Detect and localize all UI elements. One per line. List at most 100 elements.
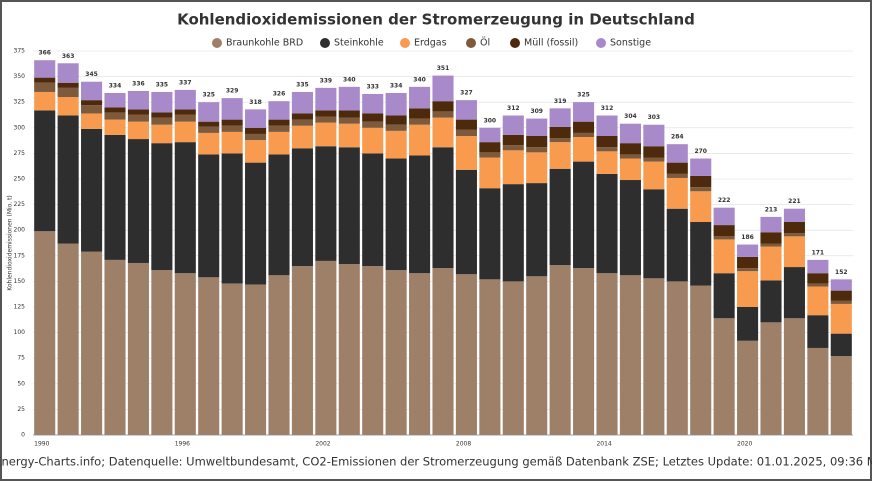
bar-segment [409, 124, 431, 156]
bar-segment [151, 143, 173, 271]
bar-segment [221, 283, 243, 435]
bar-segment [737, 256, 759, 269]
bar-segment [174, 273, 196, 435]
chart-title: Kohlendioxidemissionen der Stromerzeugun… [177, 11, 695, 29]
legend-label: Öl [480, 38, 490, 49]
bar-segment [760, 246, 782, 281]
legend-label: Erdgas [414, 38, 447, 49]
legend-swatch [596, 38, 606, 48]
bar-segment [596, 273, 618, 435]
bar-segment [596, 115, 618, 136]
bar-segment [198, 154, 220, 278]
bar-segment [666, 208, 688, 282]
bar-segment [807, 315, 829, 348]
total-label: 304 [624, 113, 637, 120]
bar-segment [713, 273, 735, 319]
bar-segment [573, 137, 595, 162]
bar-segment [737, 268, 759, 272]
bar-segment [807, 259, 829, 274]
bar-segment [666, 144, 688, 163]
bar-segment [479, 157, 501, 189]
legend-label: Steinkohle [334, 38, 384, 49]
bar-segment [830, 279, 852, 291]
legend-swatch [212, 38, 222, 48]
total-label: 300 [484, 117, 497, 124]
total-label: 221 [788, 198, 801, 205]
bar-segment [268, 154, 290, 276]
bar-segment [315, 122, 337, 147]
legend-swatch [466, 38, 476, 48]
bar-segment [783, 233, 805, 237]
bar-segment [643, 157, 665, 162]
bar-segment [455, 169, 477, 275]
y-tick-label: 250 [14, 176, 26, 183]
bar-segment [268, 275, 290, 435]
bar-segment [783, 208, 805, 223]
bar-segment [830, 303, 852, 334]
bar-segment [643, 278, 665, 435]
total-label: 351 [437, 65, 450, 72]
bar-segment [455, 129, 477, 136]
bar-segment [57, 97, 79, 116]
bar-segment [713, 318, 735, 435]
total-label: 335 [296, 81, 309, 88]
bar-segment [409, 86, 431, 109]
bar-segment [690, 285, 712, 435]
bar-segment [385, 124, 407, 131]
bar-segment [34, 60, 56, 78]
y-tick-label: 275 [14, 150, 26, 157]
legend-swatch [320, 38, 330, 48]
bar-segment [151, 112, 173, 118]
total-label: 171 [812, 249, 825, 256]
total-label: 366 [38, 50, 51, 57]
bar-segment [81, 113, 103, 129]
bar-segment [526, 118, 548, 136]
total-label: 335 [156, 81, 169, 88]
bar-segment [127, 139, 149, 263]
y-tick-label: 225 [14, 201, 26, 208]
bar-segment [479, 142, 501, 153]
bar-segment [455, 100, 477, 120]
total-label: 270 [694, 148, 707, 155]
bar-segment [713, 207, 735, 226]
bar-segment [573, 161, 595, 269]
bar-segment [57, 63, 79, 83]
legend-label: Sonstige [610, 38, 651, 49]
total-label: 312 [601, 105, 614, 112]
bar-segment [315, 116, 337, 123]
y-tick-label: 75 [17, 355, 25, 362]
total-label: 334 [390, 82, 403, 89]
bar-segment [807, 286, 829, 316]
bar-segment [34, 77, 56, 83]
bar-segment [783, 236, 805, 268]
total-label: 303 [648, 114, 661, 121]
bar-segment [666, 281, 688, 435]
bar-segment [362, 113, 384, 122]
bar-segment [502, 150, 524, 185]
bar-segment [104, 92, 126, 108]
bar-segment [338, 117, 360, 124]
bar-segment [81, 105, 103, 114]
bar-segment [34, 110, 56, 232]
bar-segment [619, 275, 641, 435]
y-axis-label: Kohlendioxidemissionen (Mio. t) [7, 195, 14, 291]
bar-segment [221, 153, 243, 284]
y-tick-label: 150 [14, 278, 26, 285]
legend-label: Braunkohle BRD [226, 38, 303, 49]
bar-segment [245, 140, 267, 163]
legend-label: Müll (fossil) [524, 38, 578, 49]
bar-segment [362, 266, 384, 435]
bar-segment [596, 135, 618, 148]
bar-segment [690, 158, 712, 176]
bar-segment [81, 251, 103, 435]
bar-segment [666, 162, 688, 174]
bar-segment [619, 158, 641, 181]
bar-segment [385, 92, 407, 116]
bar-segment [409, 118, 431, 125]
bar-segment [666, 173, 688, 178]
bar-segment [526, 152, 548, 184]
bar-segment [385, 270, 407, 435]
bar-segment [409, 155, 431, 274]
bar-segment [479, 152, 501, 158]
bar-segment [573, 132, 595, 138]
